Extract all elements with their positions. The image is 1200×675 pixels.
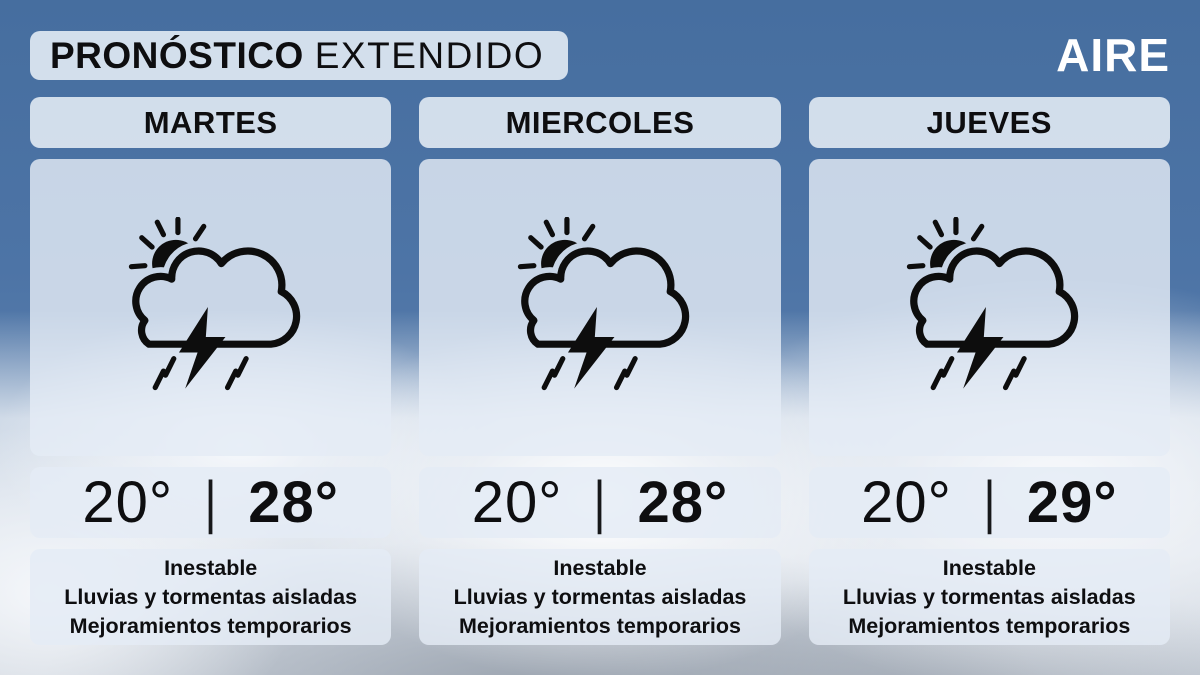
description-line: Lluvias y tormentas aisladas [453, 584, 747, 609]
temp-divider: | [593, 469, 607, 535]
lightning-bolt [957, 306, 1004, 389]
temp-high: 28° [637, 470, 729, 535]
weather-icon-panel [30, 159, 392, 456]
weather-icon-panel [808, 159, 1170, 456]
temp-divider: | [983, 469, 996, 535]
page-title: PRONÓSTICO EXTENDIDO [30, 31, 569, 80]
description-line: Inestable [553, 555, 647, 580]
temperature-panel: 20° | 28° [30, 467, 392, 538]
forecast-card-jueves: JUEVES [808, 97, 1170, 645]
temp-divider: | [204, 469, 217, 535]
description-line: Inestable [942, 555, 1036, 580]
rain-streaks [152, 356, 249, 391]
day-label: MARTES [30, 97, 392, 148]
forecast-description: Inestable Lluvias y tormentas aisladas M… [419, 549, 781, 645]
sun-cloud-storm-rain-icon [907, 217, 1079, 391]
day-label: MIERCOLES [419, 97, 781, 148]
description-line: Lluvias y tormentas aisladas [64, 584, 358, 609]
temp-high: 29° [1026, 470, 1118, 535]
cloud-outline [521, 247, 690, 348]
description-line: Lluvias y tormentas aisladas [842, 584, 1136, 609]
rain-streaks [541, 356, 638, 391]
temp-low: 20° [471, 470, 563, 535]
top-bar: PRONÓSTICO EXTENDIDO AIRE [30, 31, 1170, 80]
temperature-panel: 20° | 29° [808, 467, 1170, 538]
description-line: Mejoramientos temporarios [69, 613, 352, 638]
description-line: Mejoramientos temporarios [459, 613, 741, 638]
brand-logo: AIRE [1056, 29, 1170, 81]
sun-cloud-storm-rain-icon [517, 217, 690, 391]
forecast-description: Inestable Lluvias y tormentas aisladas M… [808, 549, 1170, 645]
description-line: Mejoramientos temporarios [848, 613, 1131, 638]
temperature-panel: 20° | 28° [419, 467, 781, 538]
page-title-secondary: EXTENDIDO [314, 34, 545, 76]
description-line: Inestable [164, 555, 258, 580]
sun-cloud-storm-rain-icon [128, 217, 300, 391]
lightning-bolt [178, 306, 226, 389]
sun-rays [517, 217, 596, 270]
forecast-card-miercoles: MIERCOLES [419, 97, 781, 645]
cloud-outline [131, 247, 300, 348]
forecast-description: Inestable Lluvias y tormentas aisladas M… [30, 549, 392, 645]
day-label: JUEVES [808, 97, 1170, 148]
lightning-bolt [567, 306, 615, 389]
cloud-outline [910, 247, 1079, 348]
sun-rays [907, 217, 985, 270]
forecast-card-martes: MARTES [30, 97, 392, 645]
page-title-primary: PRONÓSTICO [50, 34, 304, 76]
forecast-cards: MARTES [30, 97, 1170, 645]
temp-low: 20° [82, 470, 174, 535]
temp-low: 20° [861, 470, 952, 535]
sun-rays [128, 217, 207, 270]
rain-streaks [930, 356, 1028, 391]
temp-high: 28° [248, 470, 339, 535]
weather-icon-panel [419, 159, 781, 456]
